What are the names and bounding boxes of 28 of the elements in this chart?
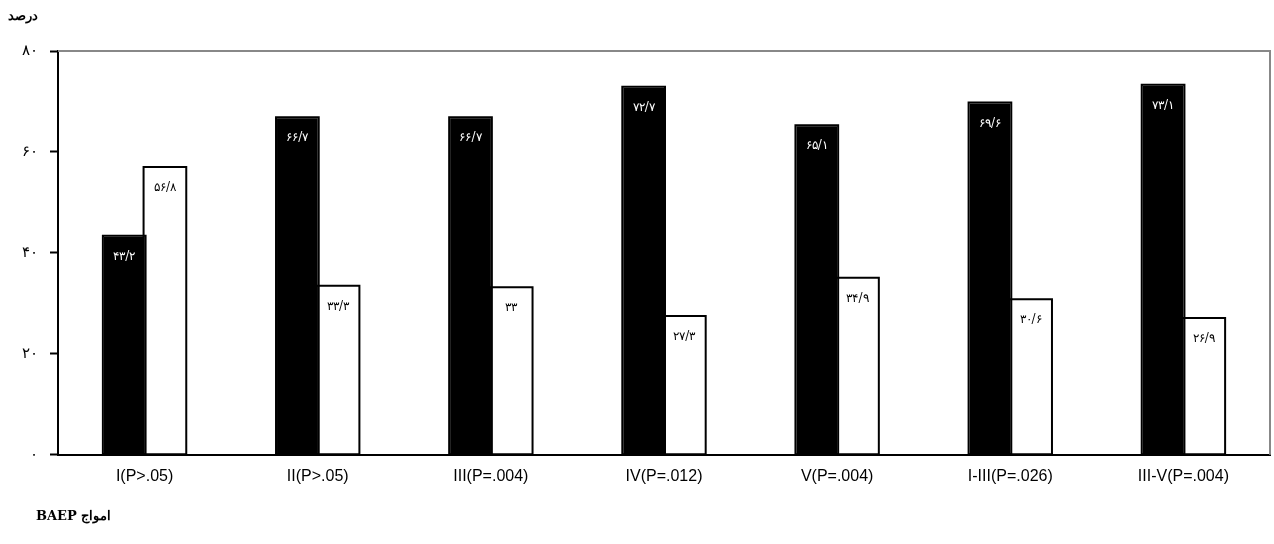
x-tick-label: II(P>.05)	[286, 466, 349, 484]
x-tick-label: IV(P=.012)	[625, 466, 703, 484]
data-label: ۶۶/۷	[286, 130, 310, 145]
data-label: ۲۶/۹	[1192, 331, 1215, 346]
data-label: ۳۰/۶	[1019, 312, 1042, 327]
y-tick-label: ۴۰	[22, 242, 38, 261]
data-label: ۴۳/۲	[113, 248, 136, 263]
data-label: ۵۶/۸	[153, 180, 177, 195]
y-axis-title: درصد	[8, 8, 38, 23]
data-label: ۷۲/۷	[632, 99, 656, 114]
data-label: ۶۶/۷	[459, 130, 483, 145]
data-label: ۳۳	[505, 300, 519, 315]
x-tick-label: I-III(P=.026)	[967, 466, 1053, 484]
y-tick-label: ۰	[30, 444, 38, 463]
data-label: ۳۴/۹	[846, 290, 869, 305]
data-label: ۲۷/۳	[673, 329, 697, 344]
y-tick-label: ۲۰	[22, 343, 38, 362]
x-tick-label: III-V(P=.004)	[1137, 466, 1230, 484]
data-label: ۶۵/۱	[805, 138, 828, 153]
x-axis-title: امواج BAEP	[36, 508, 112, 523]
x-tick-label: I(P>.05)	[115, 466, 174, 484]
data-label: ۷۳/۱	[1152, 97, 1175, 112]
data-label: ۶۹/۶	[978, 115, 1001, 130]
y-tick-label: ۶۰	[22, 141, 38, 160]
x-tick-label: III(P=.004)	[453, 466, 529, 484]
data-label: ۳۳/۳	[327, 298, 351, 313]
y-tick-label: ۸۰	[22, 40, 38, 59]
x-tick-label: V(P=.004)	[800, 466, 874, 484]
